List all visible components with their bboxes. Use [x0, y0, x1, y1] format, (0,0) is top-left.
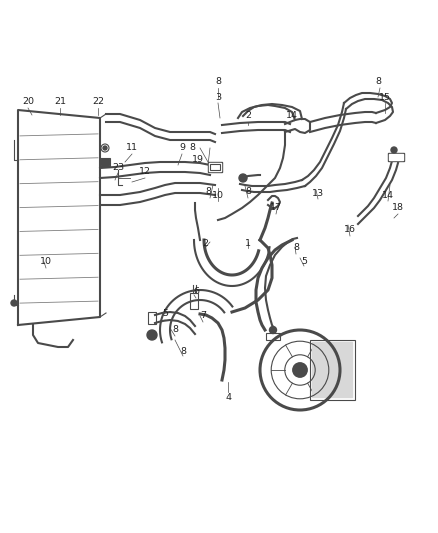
Text: 2: 2	[202, 238, 208, 247]
Text: 21: 21	[54, 98, 66, 107]
Circle shape	[391, 147, 397, 153]
Text: 8: 8	[180, 348, 186, 357]
Text: 15: 15	[379, 93, 391, 101]
Text: 8: 8	[189, 143, 195, 152]
Bar	[389, 154, 403, 160]
Circle shape	[239, 174, 247, 182]
Circle shape	[269, 327, 276, 334]
Text: 9: 9	[179, 143, 185, 152]
Circle shape	[293, 363, 307, 377]
Text: 3: 3	[215, 93, 221, 101]
Text: 10: 10	[212, 190, 224, 199]
Text: 18: 18	[392, 204, 404, 213]
Text: 17: 17	[270, 204, 282, 213]
Text: 8: 8	[172, 326, 178, 335]
Text: 8: 8	[205, 188, 211, 197]
Text: 16: 16	[344, 225, 356, 235]
Text: 5: 5	[162, 309, 168, 318]
Bar	[100, 158, 110, 166]
Bar	[190, 293, 198, 309]
Text: 12: 12	[139, 167, 151, 176]
Text: 14: 14	[286, 110, 298, 119]
Text: 10: 10	[40, 257, 52, 266]
Text: 20: 20	[22, 98, 34, 107]
Text: 1: 1	[245, 238, 251, 247]
Bar	[310, 340, 355, 400]
Text: 6: 6	[193, 287, 199, 296]
Text: 13: 13	[312, 189, 324, 198]
Text: 4: 4	[225, 393, 231, 402]
Text: 8: 8	[293, 244, 299, 253]
Bar	[312, 342, 352, 397]
Bar	[208, 162, 222, 172]
Text: 2: 2	[245, 110, 251, 119]
Circle shape	[147, 330, 157, 340]
Bar	[388, 153, 404, 161]
Text: 14: 14	[382, 190, 394, 199]
Bar	[210, 164, 220, 170]
Bar	[148, 312, 156, 324]
Text: 22: 22	[92, 98, 104, 107]
Circle shape	[11, 300, 17, 306]
Text: 19: 19	[192, 156, 204, 165]
Bar	[101, 159, 109, 165]
Text: 8: 8	[375, 77, 381, 86]
Text: 8: 8	[245, 188, 251, 197]
Bar	[209, 163, 221, 171]
Text: 5: 5	[301, 257, 307, 266]
Text: 7: 7	[200, 311, 206, 320]
Text: 23: 23	[112, 163, 124, 172]
Text: 11: 11	[126, 143, 138, 152]
Bar	[266, 333, 280, 340]
Text: 8: 8	[215, 77, 221, 86]
Circle shape	[103, 146, 107, 150]
